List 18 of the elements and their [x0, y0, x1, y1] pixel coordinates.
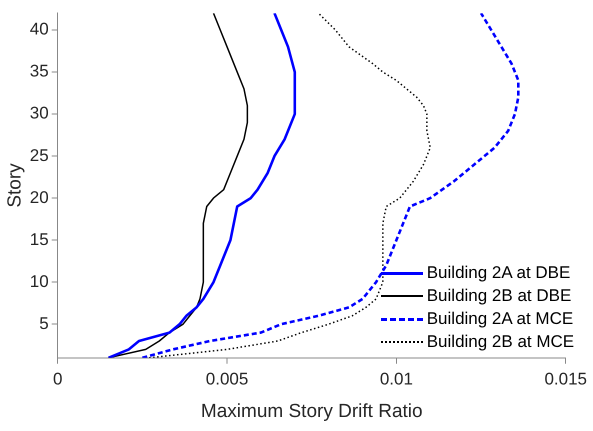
x-tick-label: 0.015 — [544, 370, 588, 389]
legend-label: Building 2B at DBE — [426, 286, 572, 306]
y-tick-label: 40 — [30, 20, 49, 39]
y-tick-label: 30 — [30, 104, 49, 123]
y-tick-label: 5 — [39, 314, 49, 333]
x-tick-label: 0.005 — [206, 370, 248, 389]
x-tick-label: 0 — [52, 370, 62, 389]
x-axis-title: Maximum Story Drift Ratio — [200, 400, 423, 422]
y-tick-label: 25 — [30, 146, 49, 165]
y-tick-label: 35 — [30, 62, 49, 81]
legend-label: Building 2A at DBE — [426, 263, 570, 284]
y-tick-label: 15 — [30, 230, 49, 249]
y-tick-label: 10 — [30, 272, 49, 291]
y-tick-label: 20 — [30, 188, 49, 207]
y-axis-title: Story — [4, 162, 26, 208]
legend-label: Building 2A at MCE — [426, 309, 574, 330]
legend-label: Building 2B at MCE — [426, 332, 574, 352]
x-tick-label: 0.01 — [380, 370, 413, 389]
